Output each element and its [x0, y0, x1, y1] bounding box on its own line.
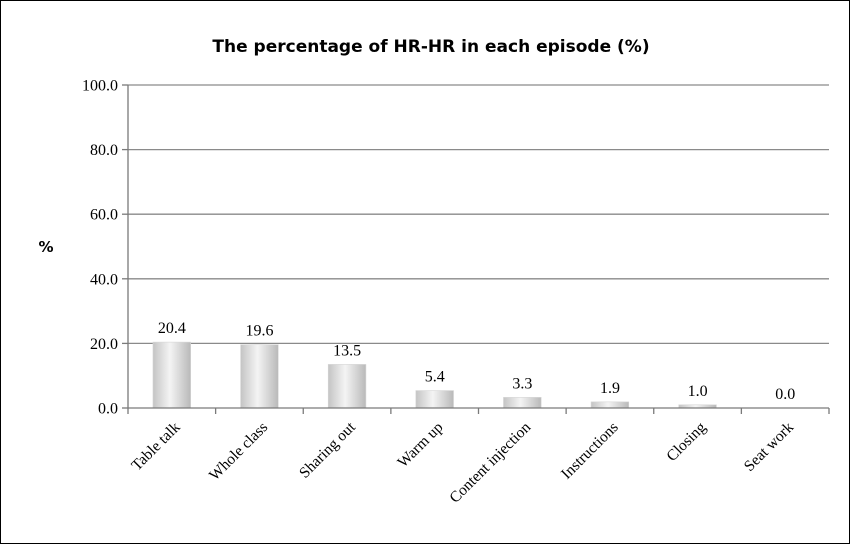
bars: [152, 341, 717, 409]
data-label: 3.3: [512, 375, 532, 392]
data-label: 0.0: [775, 386, 795, 403]
x-tick-label: Closing: [663, 419, 709, 465]
y-axis-label: %: [38, 238, 53, 256]
x-tick-label: Whole class: [206, 419, 271, 484]
bar-content-injection: [503, 397, 542, 409]
bar-whole-class: [240, 344, 279, 409]
data-label: 5.4: [425, 369, 445, 386]
axes: [122, 84, 830, 414]
x-tick-label: Sharing out: [296, 418, 359, 481]
data-label: 1.0: [688, 383, 708, 400]
bar-table-talk: [152, 341, 191, 409]
y-tick-label: 80.0: [90, 142, 118, 159]
y-tick-label: 40.0: [90, 271, 118, 288]
bar-instructions: [590, 401, 630, 409]
labels: 0.0 20.0 40.0 60.0 80.0 100.0 20.4 Table talk 19…: [82, 78, 797, 507]
data-label: 19.6: [245, 323, 273, 340]
bar-warm-up: [415, 390, 454, 409]
gridlines: [128, 84, 829, 345]
x-tick-label: Table talk: [128, 419, 184, 475]
x-tick-label: Seat work: [741, 419, 797, 475]
data-label: 1.9: [600, 380, 620, 397]
y-tick-label: 100.0: [82, 78, 118, 95]
x-tick-label: Warm up: [394, 419, 446, 471]
chart-title: The percentage of HR-HR in each episode …: [212, 37, 649, 57]
x-tick-label: Instructions: [558, 419, 622, 483]
y-tick-label: 20.0: [90, 336, 118, 353]
x-tick-label: Content injection: [446, 419, 534, 507]
data-label: 20.4: [158, 320, 186, 337]
y-tick-label: 60.0: [90, 207, 118, 224]
bar-sharing-out: [327, 364, 367, 409]
y-tick-label: 0.0: [98, 401, 118, 418]
data-label: 13.5: [333, 342, 361, 359]
